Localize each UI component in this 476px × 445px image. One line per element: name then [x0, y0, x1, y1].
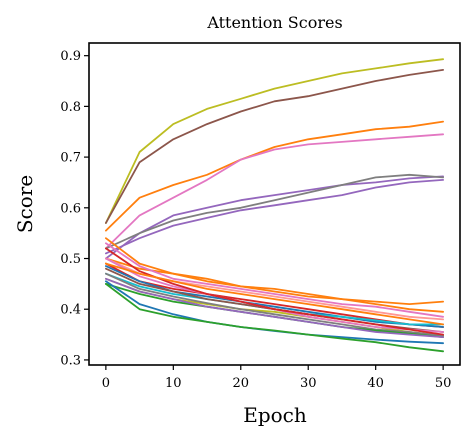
series-line-19 — [105, 277, 445, 339]
x-tick-label: 50 — [435, 376, 452, 391]
series-line-9 — [105, 257, 445, 313]
y-axis-ticks: 0.3 0.4 0.5 0.6 0.7 0.8 0.9 — [60, 49, 89, 368]
plot-area — [105, 58, 445, 353]
chart-title: Attention Scores — [206, 13, 342, 32]
series-line-1 — [105, 58, 445, 224]
series-line-22 — [105, 282, 445, 353]
series-line-4 — [105, 133, 445, 250]
series-line-2 — [105, 69, 445, 224]
y-tick-label: 0.4 — [60, 303, 81, 318]
y-tick-label: 0.5 — [60, 252, 81, 267]
x-axis-label: Epoch — [243, 403, 307, 427]
x-tick-label: 20 — [232, 376, 249, 391]
y-tick-label: 0.6 — [60, 201, 81, 216]
series-line-24 — [105, 262, 445, 326]
series-line-7 — [105, 178, 445, 255]
series-line-6 — [105, 173, 445, 250]
series-line-8 — [105, 237, 445, 306]
x-tick-label: 0 — [102, 376, 110, 391]
y-tick-label: 0.8 — [60, 100, 81, 115]
x-tick-label: 30 — [300, 376, 317, 391]
y-tick-label: 0.9 — [60, 49, 81, 64]
x-tick-label: 10 — [165, 376, 182, 391]
x-axis-ticks: 0 10 20 30 40 50 — [102, 365, 452, 391]
series-line-5 — [105, 175, 445, 260]
y-axis-label: Score — [13, 175, 37, 233]
x-tick-label: 40 — [367, 376, 384, 391]
series-line-3 — [105, 120, 445, 232]
series-line-17 — [105, 272, 445, 337]
plot-frame — [88, 42, 461, 366]
series-line-10 — [105, 242, 445, 318]
y-tick-label: 0.7 — [60, 151, 81, 166]
y-tick-label: 0.3 — [60, 353, 81, 368]
